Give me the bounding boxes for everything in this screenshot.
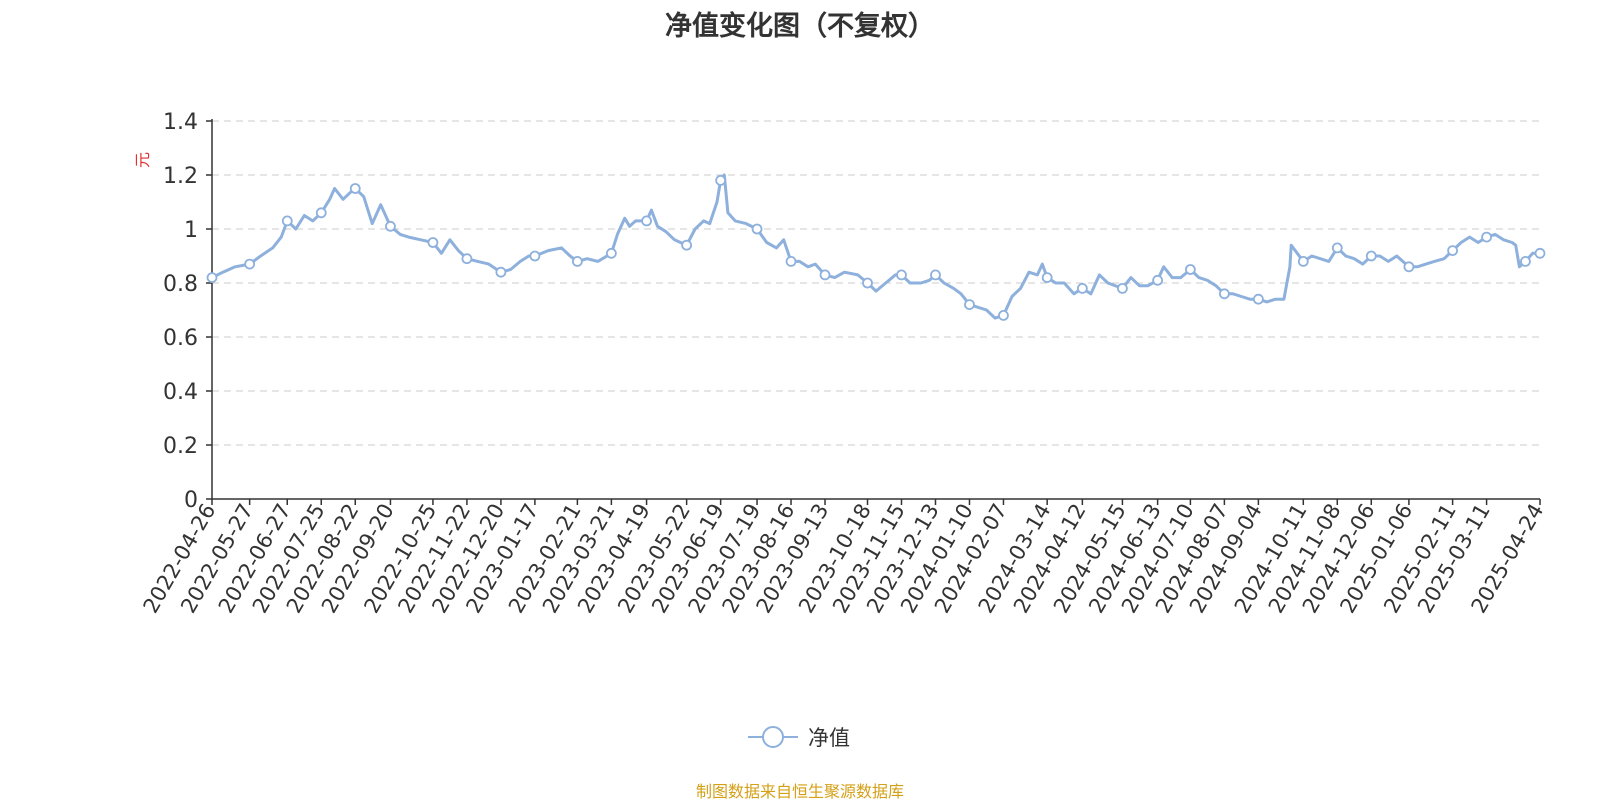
chart-title: 净值变化图（不复权） [665, 11, 935, 42]
y-tick-label: 0.8 [163, 272, 198, 297]
data-point-marker [896, 269, 907, 281]
data-point-marker [930, 269, 941, 281]
data-point-marker [206, 272, 218, 284]
y-tick-label: 0 [184, 488, 198, 513]
data-point-marker [1252, 293, 1264, 305]
data-point-marker [1365, 250, 1377, 262]
y-tick-label: 0.6 [163, 326, 198, 351]
data-point-marker [349, 183, 361, 194]
axes [206, 119, 1541, 505]
source-note: 制图数据来自恒生聚源数据库 [695, 782, 904, 801]
data-point-marker [427, 237, 439, 248]
data-point-marker [385, 220, 396, 232]
data-point-marker [529, 250, 541, 262]
data-point-marker [461, 253, 473, 265]
data-point-marker [1297, 255, 1309, 267]
data-point-marker [998, 309, 1009, 321]
data-point-marker [1331, 242, 1343, 254]
data-point-marker [605, 247, 617, 259]
data-point-marker [1447, 245, 1458, 257]
data-point-marker [281, 215, 293, 227]
data-point-marker [1152, 274, 1164, 286]
legend-label: 净值 [808, 726, 850, 750]
gridlines [212, 120, 1540, 446]
y-tick-label: 0.4 [163, 380, 198, 405]
data-point-marker [785, 255, 797, 267]
legend[interactable]: 净值 [748, 722, 850, 752]
series [206, 173, 1546, 321]
data-point-marker [1041, 272, 1053, 284]
y-tick-label: 1.4 [163, 110, 198, 135]
data-point-marker [1534, 247, 1546, 259]
data-point-marker [315, 207, 327, 219]
y-tick-label: 1.2 [163, 164, 198, 189]
legend-symbol-icon [748, 726, 798, 748]
data-point-marker [1184, 264, 1196, 275]
data-point-marker [1076, 282, 1088, 294]
x-tick-labels: 2022-04-262022-05-272022-06-272022-07-25… [139, 499, 1549, 617]
data-point-marker [751, 223, 763, 235]
data-point-marker [244, 258, 256, 270]
data-point-marker [681, 239, 693, 251]
data-point-marker [1481, 231, 1492, 243]
data-point-marker [641, 215, 652, 227]
data-point-marker [1218, 288, 1230, 300]
data-point-marker [715, 174, 727, 186]
y-tick-labels: 0 0.2 0.4 0.6 0.8 1 1.2 1.4 [163, 110, 198, 513]
y-tick-label: 0.2 [163, 434, 198, 459]
y-axis-label: 元 [133, 152, 152, 168]
data-point-marker [862, 277, 873, 289]
data-point-marker [1117, 282, 1128, 294]
data-point-marker [1520, 255, 1531, 267]
data-point-marker [1403, 261, 1415, 273]
data-point-marker [964, 299, 975, 311]
y-tick-label: 1 [184, 218, 198, 243]
data-point-marker [819, 269, 831, 281]
data-point-marker [571, 255, 583, 267]
data-point-marker [495, 266, 507, 278]
